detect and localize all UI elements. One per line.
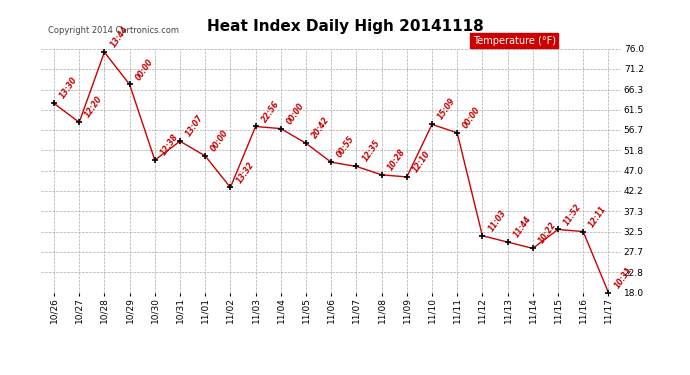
Text: 12:35: 12:35 bbox=[361, 139, 382, 164]
Text: 10:28: 10:28 bbox=[386, 147, 407, 172]
Text: 00:00: 00:00 bbox=[285, 101, 306, 126]
Text: 00:55: 00:55 bbox=[335, 135, 357, 159]
Text: 12:10: 12:10 bbox=[411, 149, 432, 174]
Text: 00:00: 00:00 bbox=[462, 105, 482, 130]
Text: 10:31: 10:31 bbox=[613, 265, 633, 290]
Text: 13:32: 13:32 bbox=[235, 160, 256, 184]
Text: Copyright 2014 Cartronics.com: Copyright 2014 Cartronics.com bbox=[48, 26, 179, 35]
Text: 10:22: 10:22 bbox=[537, 221, 558, 246]
Text: 13:07: 13:07 bbox=[184, 114, 206, 138]
Text: 12:38: 12:38 bbox=[159, 132, 180, 158]
Text: 00:00: 00:00 bbox=[209, 128, 230, 153]
Text: 13:30: 13:30 bbox=[58, 76, 79, 100]
Text: 11:03: 11:03 bbox=[486, 208, 508, 233]
Text: Temperature (°F): Temperature (°F) bbox=[473, 36, 555, 46]
Text: Heat Index Daily High 20141118: Heat Index Daily High 20141118 bbox=[206, 19, 484, 34]
Text: 20:42: 20:42 bbox=[310, 116, 331, 141]
Text: 12:20: 12:20 bbox=[83, 95, 104, 120]
Text: 11:52: 11:52 bbox=[562, 202, 583, 226]
Text: 22:56: 22:56 bbox=[259, 99, 281, 124]
Text: 00:00: 00:00 bbox=[134, 57, 155, 82]
Text: 13:44: 13:44 bbox=[108, 24, 130, 50]
Text: 11:44: 11:44 bbox=[512, 214, 533, 239]
Text: 12:11: 12:11 bbox=[587, 204, 609, 229]
Text: 15:09: 15:09 bbox=[436, 97, 457, 122]
